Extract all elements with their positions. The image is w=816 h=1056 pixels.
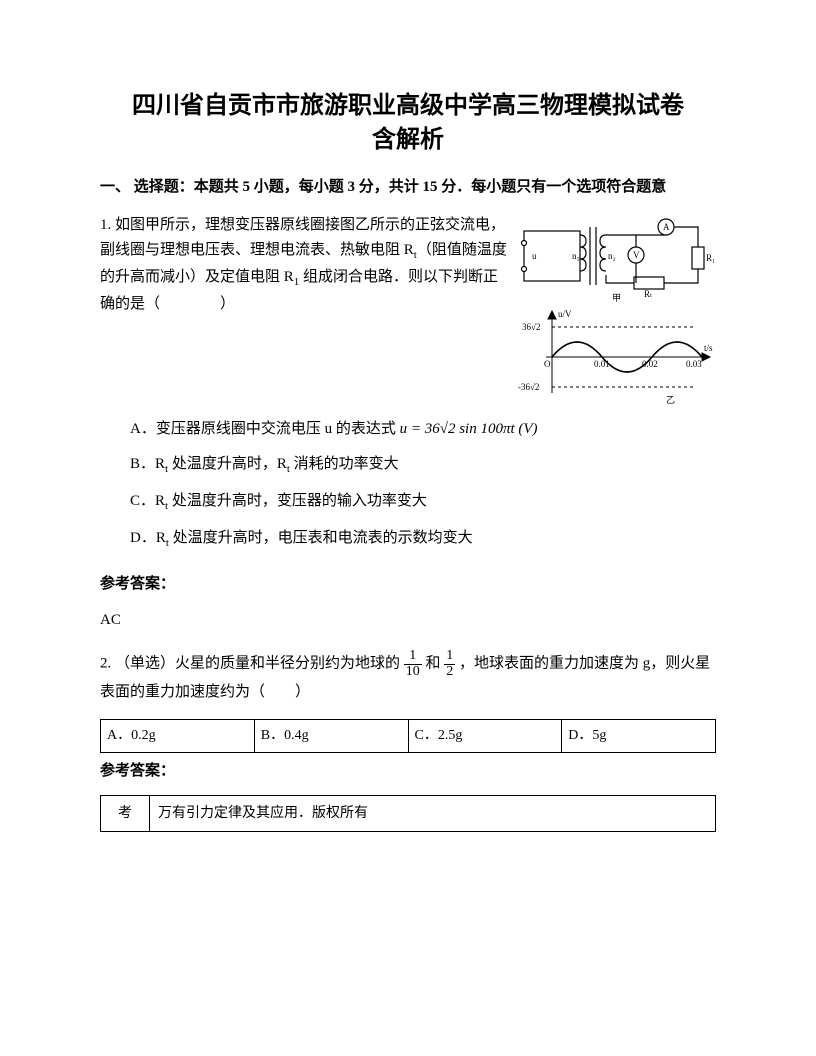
svg-text:乙: 乙 — [666, 395, 675, 405]
svg-text:u: u — [532, 251, 537, 261]
q1-option-c: C．Rt 处温度升高时，变压器的输入功率变大 — [130, 489, 716, 516]
svg-text:V: V — [633, 250, 640, 260]
q2-analysis-table: 考 万有引力定律及其应用．版权所有 — [100, 795, 716, 833]
svg-text:R₁: R₁ — [706, 253, 715, 263]
svg-text:n₁: n₁ — [572, 251, 580, 261]
svg-text:0.02: 0.02 — [642, 359, 658, 369]
circuit-diagram: u n₁ n₂ A V R₁ Rₜ 甲 — [516, 213, 716, 303]
svg-text:u/V: u/V — [558, 309, 572, 319]
q2-option-c: C．2.5g — [408, 720, 562, 753]
svg-text:Rₜ: Rₜ — [644, 289, 653, 299]
table-row: A．0.2g B．0.4g C．2.5g D．5g — [101, 720, 716, 753]
wave-diagram: u/V 36√2 -36√2 O 0.01 0.02 0.03 t/s 乙 — [516, 307, 716, 407]
q1-a-formula: u = 36√2 sin 100πt (V) — [400, 417, 538, 443]
table-row: 考 万有引力定律及其应用．版权所有 — [101, 795, 716, 832]
svg-text:36√2: 36√2 — [522, 322, 540, 332]
q2-analysis-label: 考 — [101, 795, 150, 832]
q1-answer-label: 参考答案： — [100, 572, 716, 598]
q1-answer: AC — [100, 608, 716, 634]
q2-option-d: D．5g — [562, 720, 716, 753]
q1-option-b: B．Rt 处温度升高时，Rt 消耗的功率变大 — [130, 452, 716, 479]
q2-stem-pre: （单选）火星的质量和半径分别约为地球的 — [111, 656, 400, 672]
svg-text:O: O — [544, 359, 551, 369]
q1-options: A．变压器原线圈中交流电压 u 的表达式 u = 36√2 sin 100πt … — [100, 417, 716, 553]
question-1: u n₁ n₂ A V R₁ Rₜ 甲 — [100, 213, 716, 553]
section-1-heading: 一、 选择题：本题共 5 小题，每小题 3 分，共计 15 分．每小题只有一个选… — [100, 175, 716, 201]
svg-text:-36√2: -36√2 — [518, 382, 539, 392]
q2-option-a: A．0.2g — [101, 720, 255, 753]
q2-option-b: B．0.4g — [254, 720, 408, 753]
q1-option-a: A．变压器原线圈中交流电压 u 的表达式 u = 36√2 sin 100πt … — [130, 417, 716, 443]
q2-analysis-text: 万有引力定律及其应用．版权所有 — [150, 795, 716, 832]
q2-frac-2: 12 — [444, 649, 455, 679]
svg-text:t/s: t/s — [704, 343, 713, 353]
title-line2: 含解析 — [372, 127, 444, 153]
svg-text:A: A — [663, 222, 670, 232]
svg-text:0.03: 0.03 — [686, 359, 702, 369]
q2-frac-1: 110 — [404, 649, 422, 679]
svg-text:甲: 甲 — [612, 293, 621, 303]
q1-option-d: D．Rt 处温度升高时，电压表和电流表的示数均变大 — [130, 526, 716, 553]
q2-answer-label: 参考答案： — [100, 759, 716, 785]
q1-a-text: A．变压器原线圈中交流电压 u 的表达式 — [130, 421, 396, 437]
question-2: 2. （单选）火星的质量和半径分别约为地球的 110 和 12 ，地球表面的重力… — [100, 649, 716, 705]
q1-diagrams: u n₁ n₂ A V R₁ Rₜ 甲 — [516, 213, 716, 407]
q1-number: 1. — [100, 217, 111, 233]
q2-options-table: A．0.2g B．0.4g C．2.5g D．5g — [100, 719, 716, 753]
svg-text:0.01: 0.01 — [594, 359, 610, 369]
svg-text:n₂: n₂ — [608, 251, 616, 261]
title-line1: 四川省自贡市市旅游职业高级中学高三物理模拟试卷 — [132, 93, 684, 119]
q2-stem-mid: 和 — [426, 656, 441, 672]
q2-number: 2. — [100, 656, 111, 672]
